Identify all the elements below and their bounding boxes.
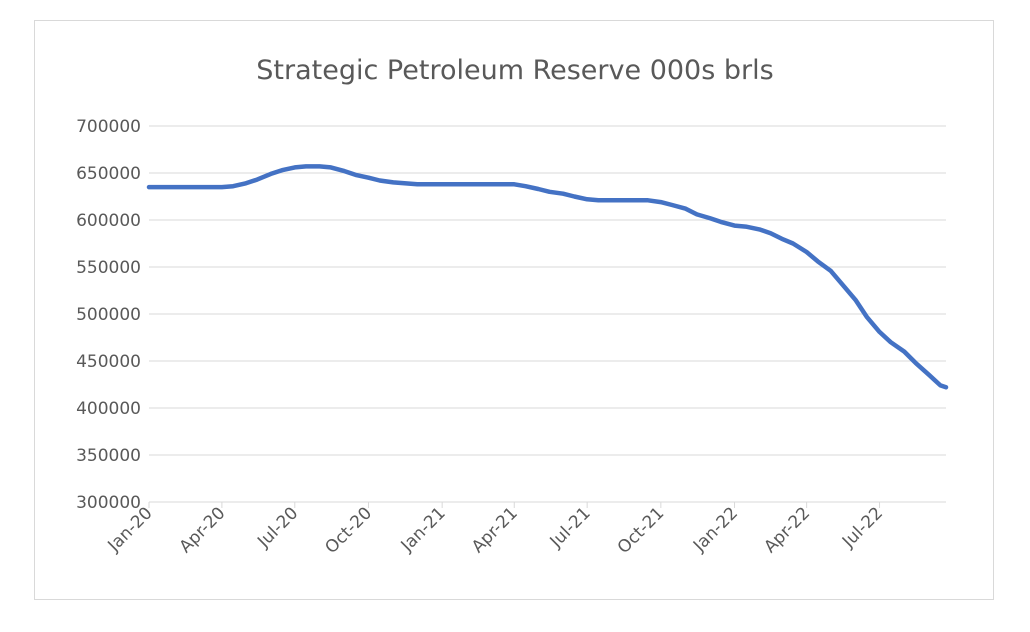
x-tick-label: Jul-22 (838, 503, 887, 552)
x-tick-label: Oct-21 (614, 503, 669, 558)
series-layer (146, 164, 949, 390)
y-tick-label: 700000 (76, 117, 141, 137)
line-chart: Strategic Petroleum Reserve 000s brls 30… (76, 55, 949, 558)
chart-frame: Strategic Petroleum Reserve 000s brls 30… (34, 20, 994, 600)
chart-title: Strategic Petroleum Reserve 000s brls (256, 55, 773, 86)
series-line (146, 164, 949, 390)
x-tick-label: Apr-21 (468, 503, 522, 557)
y-tick-label: 300000 (76, 493, 141, 513)
x-tick-label: Apr-22 (760, 503, 814, 557)
x-tick-label: Jan-21 (397, 503, 450, 556)
y-tick-label: 600000 (76, 211, 141, 231)
y-tick-label: 550000 (76, 258, 141, 278)
x-tick-label: Jul-20 (253, 503, 302, 552)
gridlines (149, 125, 946, 456)
y-tick-label: 350000 (76, 446, 141, 466)
y-tick-label: 650000 (76, 164, 141, 184)
x-tick-label: Oct-20 (321, 503, 376, 558)
x-tick-label: Apr-20 (176, 503, 230, 557)
y-tick-label: 450000 (76, 352, 141, 372)
x-tick-label: Jan-22 (689, 503, 742, 556)
x-tick-label: Jul-21 (546, 503, 595, 552)
y-tick-label: 400000 (76, 399, 141, 419)
y-tick-label: 500000 (76, 305, 141, 325)
